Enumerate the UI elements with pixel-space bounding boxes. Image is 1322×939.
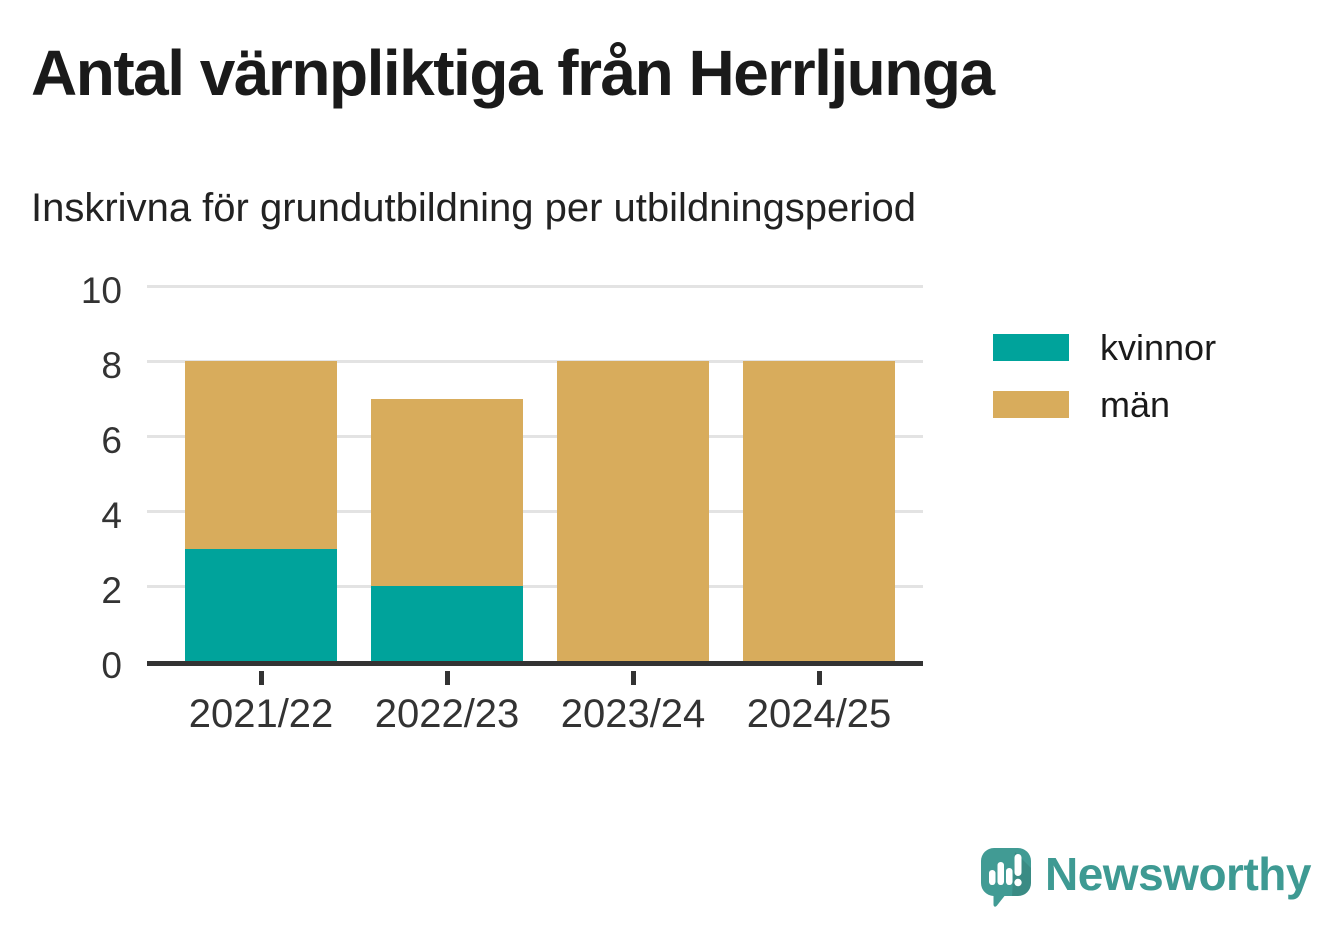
bar-segment-män-2024-25 — [743, 361, 895, 661]
bar-segment-män-2022-23 — [371, 398, 523, 586]
y-tick-label-10: 10 — [80, 270, 122, 311]
x-tick-label-2022-23: 2022/23 — [374, 692, 520, 736]
chart-legend: kvinnor män — [993, 327, 1216, 448]
bar-group-2021-22 — [168, 286, 354, 661]
bar-group-2022-23 — [354, 286, 540, 661]
plot-area — [147, 284, 923, 666]
gridline-8 — [147, 359, 923, 363]
newsworthy-branding: Newsworthy — [979, 846, 1311, 909]
bar-segment-män-2023-24 — [557, 361, 709, 661]
bar-segment-kvinnor-2022-23 — [371, 586, 523, 661]
newsworthy-logo-icon — [981, 848, 1031, 907]
chart-subtitle: Inskrivna för grundutbildning per utbild… — [31, 186, 916, 230]
logo-bar-tall — [997, 862, 1004, 885]
legend-swatch-män — [993, 391, 1069, 418]
logo-bar-medium — [1006, 868, 1013, 885]
x-tick-label-2023-24: 2023/24 — [560, 692, 706, 736]
bar-segment-kvinnor-2021-22 — [185, 548, 337, 661]
x-tick-label-2024-25: 2024/25 — [746, 692, 892, 736]
bar-segment-män-2021-22 — [185, 361, 337, 549]
gridline-10 — [147, 284, 923, 288]
legend-swatch-kvinnor — [993, 334, 1069, 361]
x-tick-mark-2023-24 — [630, 671, 636, 685]
y-tick-label-0: 0 — [101, 645, 122, 686]
y-tick-label-2: 2 — [101, 570, 122, 611]
newsworthy-wordmark: Newsworthy — [1045, 848, 1311, 900]
x-tick-mark-2024-25 — [816, 671, 822, 685]
legend-item-män: män — [993, 384, 1216, 425]
y-axis: 0 2 4 6 8 10 — [0, 0, 122, 939]
y-tick-label-6: 6 — [101, 420, 122, 461]
logo-bar-short — [989, 870, 996, 885]
bars-container — [168, 286, 912, 661]
gridline-2 — [147, 584, 923, 588]
x-tick-mark-2022-23 — [444, 671, 450, 685]
bar-group-2024-25 — [726, 286, 912, 661]
chart-title: Antal värnpliktiga från Herrljunga — [31, 37, 995, 109]
x-tick-label-2021-22: 2021/22 — [188, 692, 334, 736]
legend-label-kvinnor: kvinnor — [1100, 326, 1217, 368]
legend-item-kvinnor: kvinnor — [993, 327, 1216, 368]
y-tick-label-8: 8 — [101, 345, 122, 386]
x-tick-mark-2021-22 — [258, 671, 264, 685]
gridline-4 — [147, 509, 923, 513]
gridline-6 — [147, 434, 923, 438]
y-tick-label-4: 4 — [101, 495, 122, 536]
x-axis: 2021/22 2022/23 2023/24 2024/25 — [147, 666, 923, 756]
bar-group-2023-24 — [540, 286, 726, 661]
logo-exclamation-dot — [1014, 878, 1022, 887]
logo-exclamation-bar — [1014, 854, 1022, 876]
legend-label-män: män — [1100, 383, 1171, 425]
